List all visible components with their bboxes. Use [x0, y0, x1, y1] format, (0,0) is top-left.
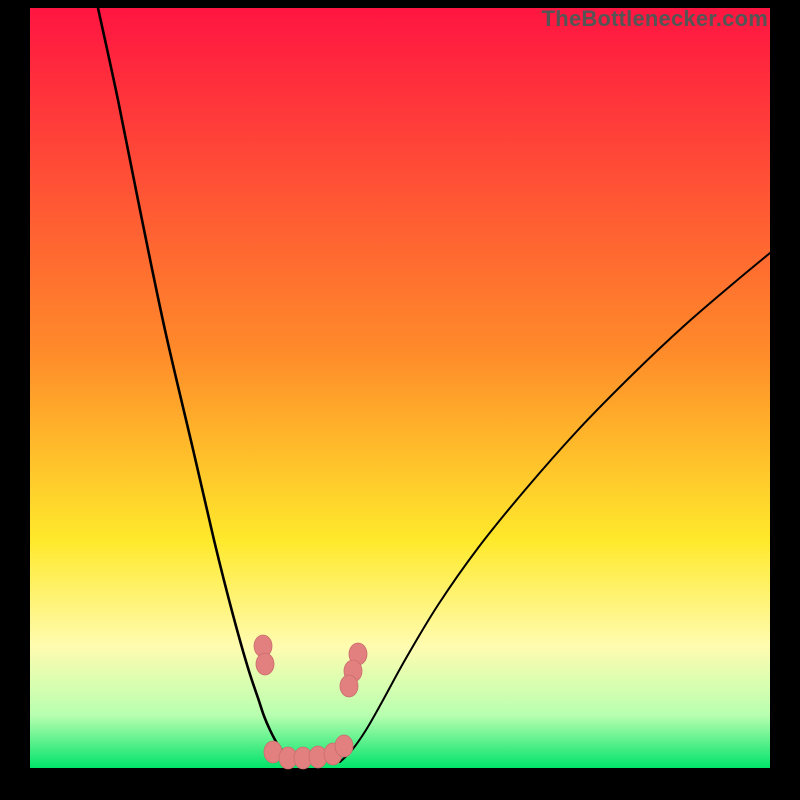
chart-overlay-svg [0, 0, 800, 800]
chart-frame: TheBottlenecker.com [0, 0, 800, 800]
data-marker [340, 675, 358, 697]
right-curve [340, 253, 770, 762]
marker-group [254, 635, 367, 769]
data-marker [335, 735, 353, 757]
data-marker [256, 653, 274, 675]
